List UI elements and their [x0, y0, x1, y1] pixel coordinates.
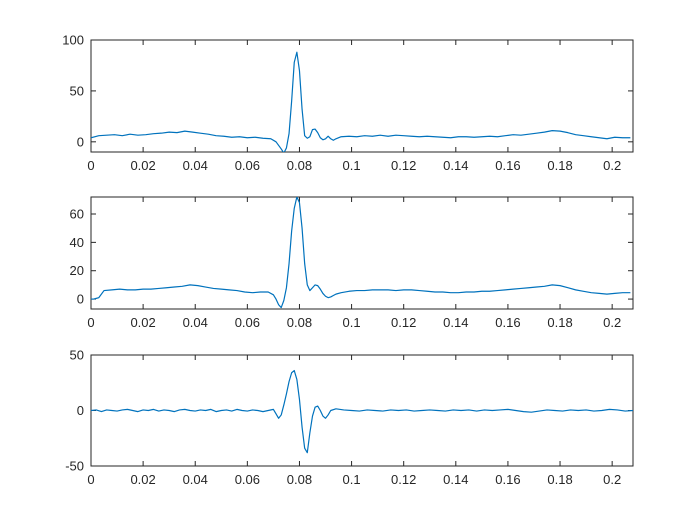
x-tick-label: 0.2 [603, 158, 621, 173]
series-line-1 [91, 51, 631, 152]
x-tick-label: 0.18 [547, 315, 572, 330]
y-tick-label: 0 [77, 134, 84, 149]
x-tick-label: 0.08 [287, 472, 312, 487]
x-tick-label: 0.16 [495, 472, 520, 487]
x-tick-label: 0.08 [287, 158, 312, 173]
x-tick-label: 0 [87, 158, 94, 173]
y-tick-label: -50 [65, 459, 84, 474]
y-tick-label: 20 [70, 263, 84, 278]
plot-area [90, 39, 634, 153]
x-tick-label: 0.16 [495, 315, 520, 330]
x-tick-label: 0.1 [343, 472, 361, 487]
x-tick-label: 0.1 [343, 315, 361, 330]
x-tick-label: 0.12 [391, 472, 416, 487]
subplot-2: 0 0.02 0.04 0.06 0.08 0.1 0.12 0.14 0.16 0.18 0.2 0… [70, 196, 634, 330]
x-tick-label: 0 [87, 315, 94, 330]
series-line-1 [91, 197, 631, 309]
x-tick-label: 0.02 [130, 315, 155, 330]
subplots: 0 0.02 0.04 0.06 0.08 0.1 0.12 0.14 0.16 0.18 0.20… [62, 33, 634, 487]
x-tick-label: 0.16 [495, 158, 520, 173]
y-tick-label: 60 [70, 207, 84, 222]
x-tick-label: 0.12 [391, 315, 416, 330]
y-tick-label: 50 [70, 348, 84, 363]
y-tick-label: 40 [70, 235, 84, 250]
y-tick-label: 50 [70, 83, 84, 98]
x-tick-label: 0.1 [343, 158, 361, 173]
x-tick-label: 0.14 [443, 158, 468, 173]
x-tick-label: 0 [87, 472, 94, 487]
y-tick-label: 0 [77, 292, 84, 307]
x-tick-label: 0.04 [183, 315, 208, 330]
y-tick-label: 100 [62, 33, 84, 48]
y-tick-label: 0 [77, 403, 84, 418]
x-tick-label: 0.14 [443, 472, 468, 487]
plot-area [90, 196, 634, 310]
x-tick-label: 0.14 [443, 315, 468, 330]
x-tick-label: 0.12 [391, 158, 416, 173]
x-tick-label: 0.08 [287, 315, 312, 330]
x-tick-label: 0.2 [603, 472, 621, 487]
x-tick-label: 0.18 [547, 158, 572, 173]
x-tick-label: 0.06 [235, 315, 260, 330]
x-tick-label: 0.18 [547, 472, 572, 487]
x-tick-label: 0.06 [235, 158, 260, 173]
x-tick-label: 0.2 [603, 315, 621, 330]
x-tick-label: 0.06 [235, 472, 260, 487]
x-tick-label: 0.04 [183, 472, 208, 487]
x-tick-label: 0.02 [130, 158, 155, 173]
subplot-1: 0 0.02 0.04 0.06 0.08 0.1 0.12 0.14 0.16 0.18 0.2 0… [62, 33, 634, 173]
series-line-1 [91, 369, 633, 454]
subplot-3: 0 0.02 0.04 0.06 0.08 0.1 0.12 0.14 0.16 0.18 0.2 -… [65, 348, 634, 487]
x-tick-label: 0.02 [130, 472, 155, 487]
x-tick-label: 0.04 [183, 158, 208, 173]
